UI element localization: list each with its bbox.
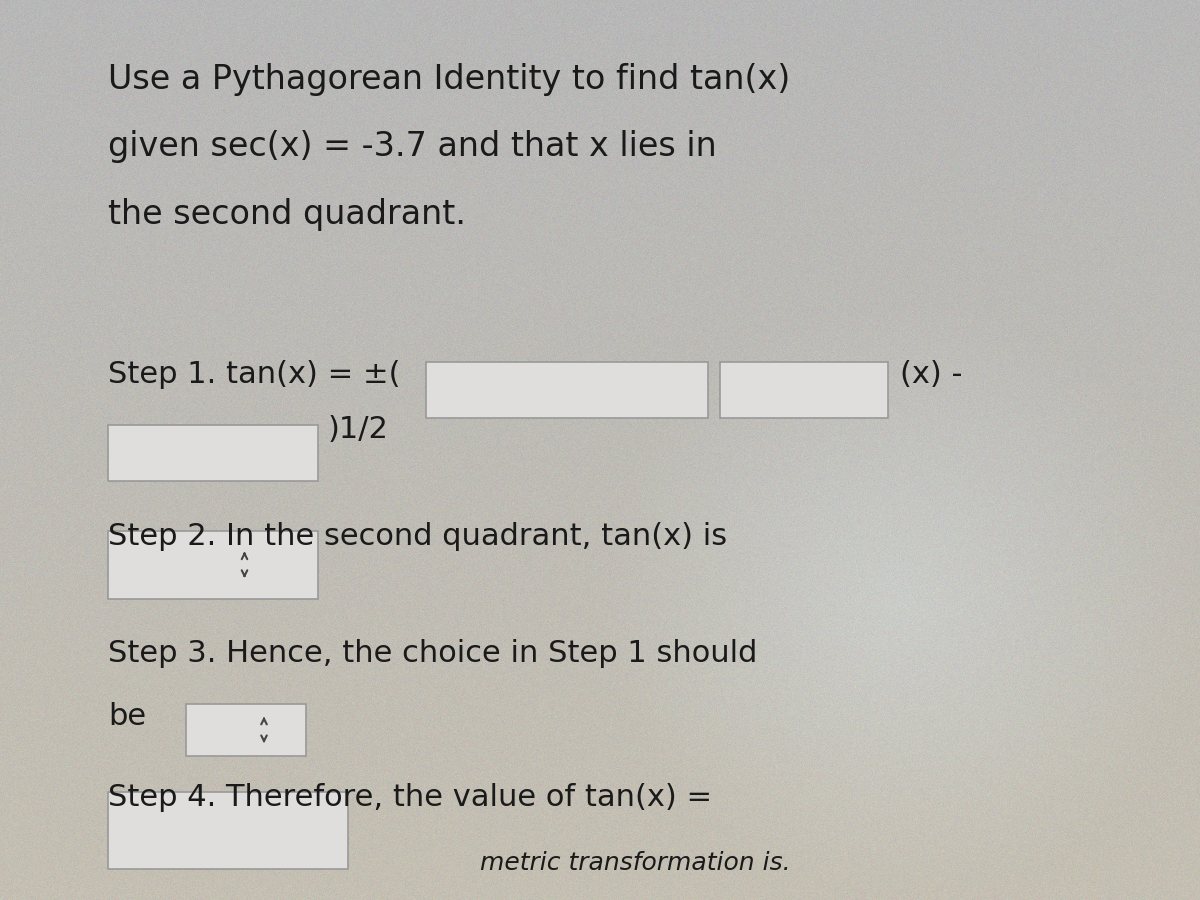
Text: be: be <box>108 702 146 731</box>
Text: (x) -: (x) - <box>900 360 962 389</box>
Text: Step 3. Hence, the choice in Step 1 should: Step 3. Hence, the choice in Step 1 shou… <box>108 639 757 668</box>
FancyBboxPatch shape <box>108 425 318 481</box>
FancyBboxPatch shape <box>108 531 318 598</box>
FancyBboxPatch shape <box>186 704 306 756</box>
Text: given sec(x) = -3.7 and that x lies in: given sec(x) = -3.7 and that x lies in <box>108 130 716 164</box>
Text: the second quadrant.: the second quadrant. <box>108 198 466 231</box>
FancyBboxPatch shape <box>720 362 888 418</box>
FancyBboxPatch shape <box>426 362 708 418</box>
Text: )1/2: )1/2 <box>328 415 389 444</box>
Text: Use a Pythagorean Identity to find tan(x): Use a Pythagorean Identity to find tan(x… <box>108 63 791 96</box>
FancyBboxPatch shape <box>108 792 348 868</box>
Text: Step 1. tan(x) = ±(: Step 1. tan(x) = ±( <box>108 360 401 389</box>
Text: metric transformation is.: metric transformation is. <box>432 850 791 875</box>
Text: Step 4. Therefore, the value of tan(x) =: Step 4. Therefore, the value of tan(x) = <box>108 783 712 812</box>
Text: Step 2. In the second quadrant, tan(x) is: Step 2. In the second quadrant, tan(x) i… <box>108 522 727 551</box>
